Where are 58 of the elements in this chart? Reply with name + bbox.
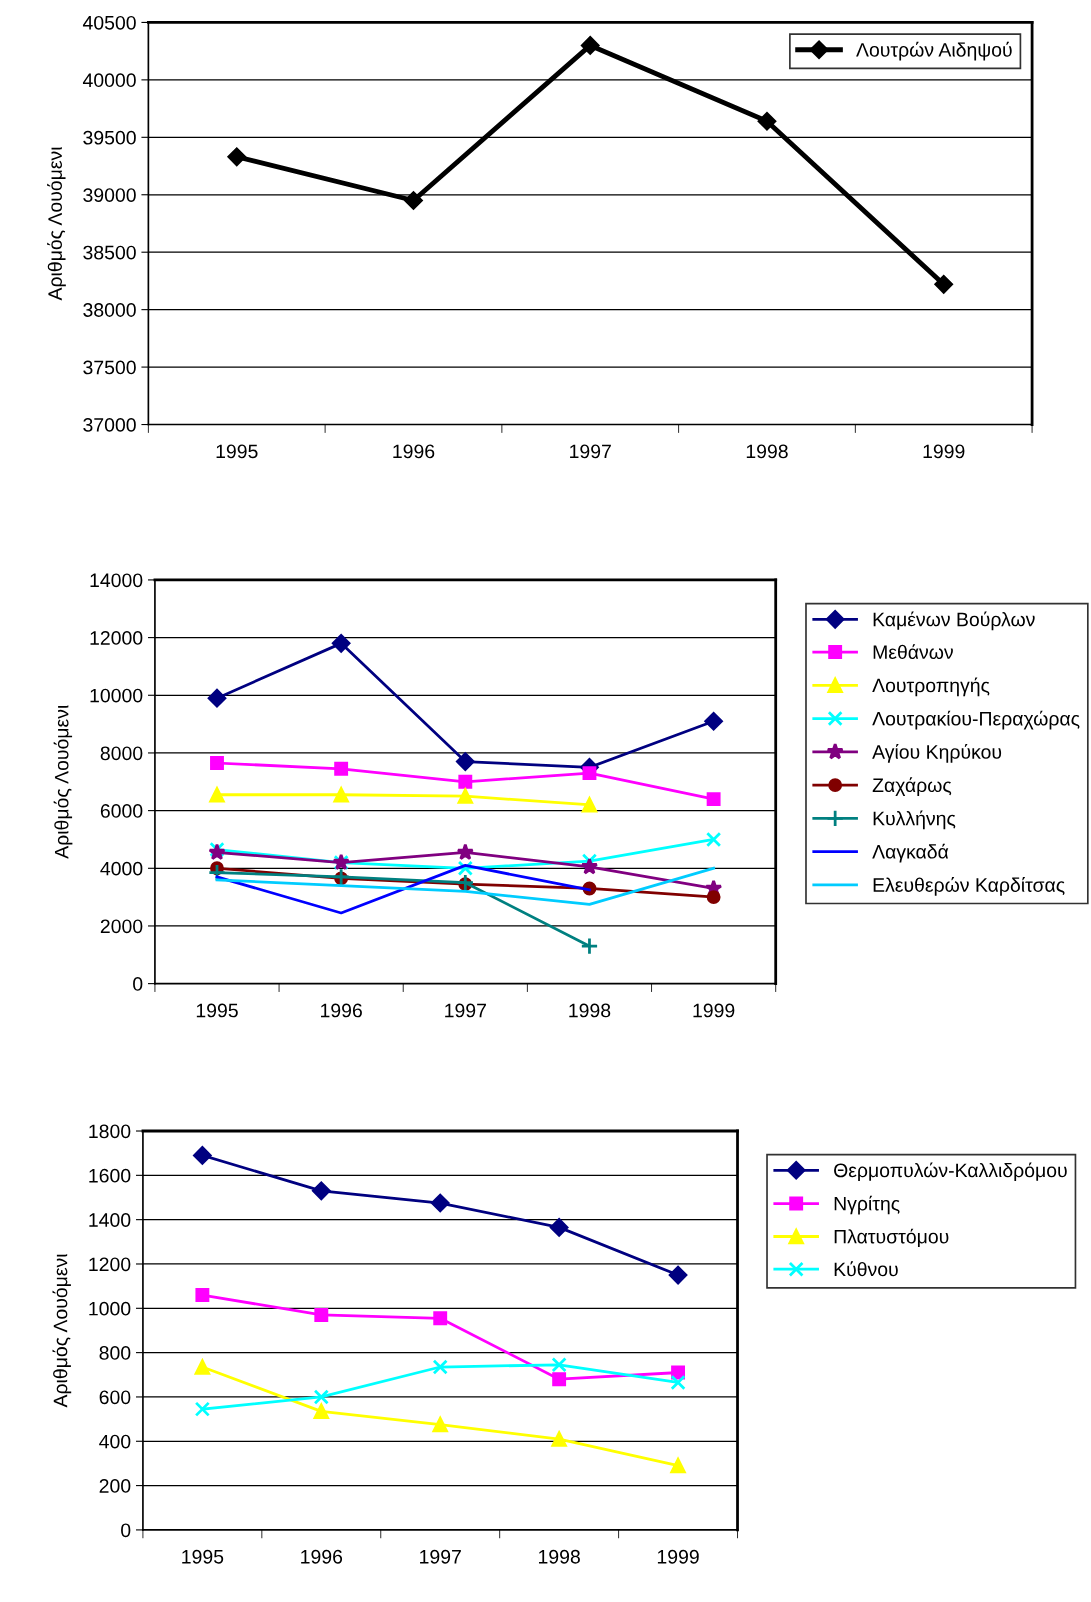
legend-label: Μεθάνων [873, 644, 953, 660]
y-tick-label: 0 [133, 977, 143, 991]
x-tick-label: 1995 [216, 444, 258, 459]
x-tick-label: 1996 [321, 1003, 362, 1018]
legend-label: Αγίου Κηρύκου [872, 743, 1002, 763]
x-tick-label: 1996 [393, 444, 435, 459]
y-tick-label: 200 [99, 1479, 131, 1493]
legend-label: Λουτρακίου-Περαχώρας [872, 710, 1080, 730]
x-tick-label: 1999 [693, 1003, 735, 1018]
x-tick-label: 1997 [570, 444, 611, 459]
x-tick-label: 1999 [657, 1549, 699, 1564]
legend-label: Κύθνου [834, 1261, 898, 1277]
x-tick-label: 1998 [746, 444, 788, 459]
x-tick-label: 1995 [182, 1549, 224, 1564]
y-tick-label: 39000 [83, 188, 136, 202]
y-tick-label: 1000 [89, 1301, 131, 1316]
y-tick-label: 10000 [90, 688, 143, 703]
y-tick-label: 1600 [89, 1168, 131, 1183]
y-tick-label: 12000 [90, 631, 143, 645]
y-tick-label: 600 [99, 1390, 131, 1405]
y-tick-label: 14000 [90, 573, 143, 588]
x-tick-label: 1999 [923, 444, 965, 459]
y-tick-label: 38000 [83, 303, 136, 317]
y-axis-title: Αριθμός Λουόμενι [53, 705, 73, 859]
y-axis-title: Αριθμός Λουόμενι [52, 1253, 72, 1408]
x-tick-label: 1997 [445, 1003, 486, 1018]
y-tick-label: 6000 [100, 804, 143, 818]
legend-label: Ζαχάρως [872, 777, 952, 796]
y-tick-label: 1800 [89, 1124, 131, 1139]
y-tick-label: 0 [121, 1523, 131, 1538]
y-tick-label: 38500 [83, 245, 136, 260]
y-tick-label: 800 [99, 1346, 131, 1360]
y-tick-label: 2000 [100, 919, 143, 934]
legend-label: Κυλλήνης [873, 810, 956, 830]
y-tick-label: 4000 [100, 861, 143, 876]
y-tick-label: 37000 [83, 418, 136, 432]
x-tick-label: 1996 [301, 1549, 343, 1564]
y-tick-label: 1400 [89, 1213, 131, 1227]
legend-label: Θερμοπυλών-Καλλιδρόμου [834, 1162, 1067, 1182]
legend-label: Καμένων Βούρλων [873, 611, 1035, 631]
x-tick-label: 1998 [538, 1549, 580, 1564]
x-tick-label: 1998 [569, 1003, 611, 1018]
y-tick-label: 1200 [89, 1257, 131, 1272]
x-tick-label: 1995 [196, 1003, 238, 1018]
legend-label: Λουτρών Αιδηψού [856, 41, 1012, 61]
legend-label: Λουτροπηγής [872, 677, 990, 697]
legend-label: Νγρίτης [834, 1195, 900, 1215]
y-tick-label: 8000 [100, 746, 143, 761]
y-tick-label: 400 [99, 1434, 131, 1449]
y-tick-label: 40500 [82, 15, 136, 30]
y-axis-title: Αριθμός Λουόμενι [47, 147, 66, 301]
y-tick-label: 39500 [83, 130, 136, 145]
y-tick-label: 37500 [83, 360, 136, 375]
y-tick-label: 40000 [82, 73, 136, 88]
legend-label: Λαγκαδά [872, 843, 949, 863]
legend-label: Πλατυστόμου [834, 1228, 949, 1248]
x-tick-label: 1997 [420, 1549, 461, 1564]
legend-label: Ελευθερών Καρδίτσας [873, 877, 1065, 896]
